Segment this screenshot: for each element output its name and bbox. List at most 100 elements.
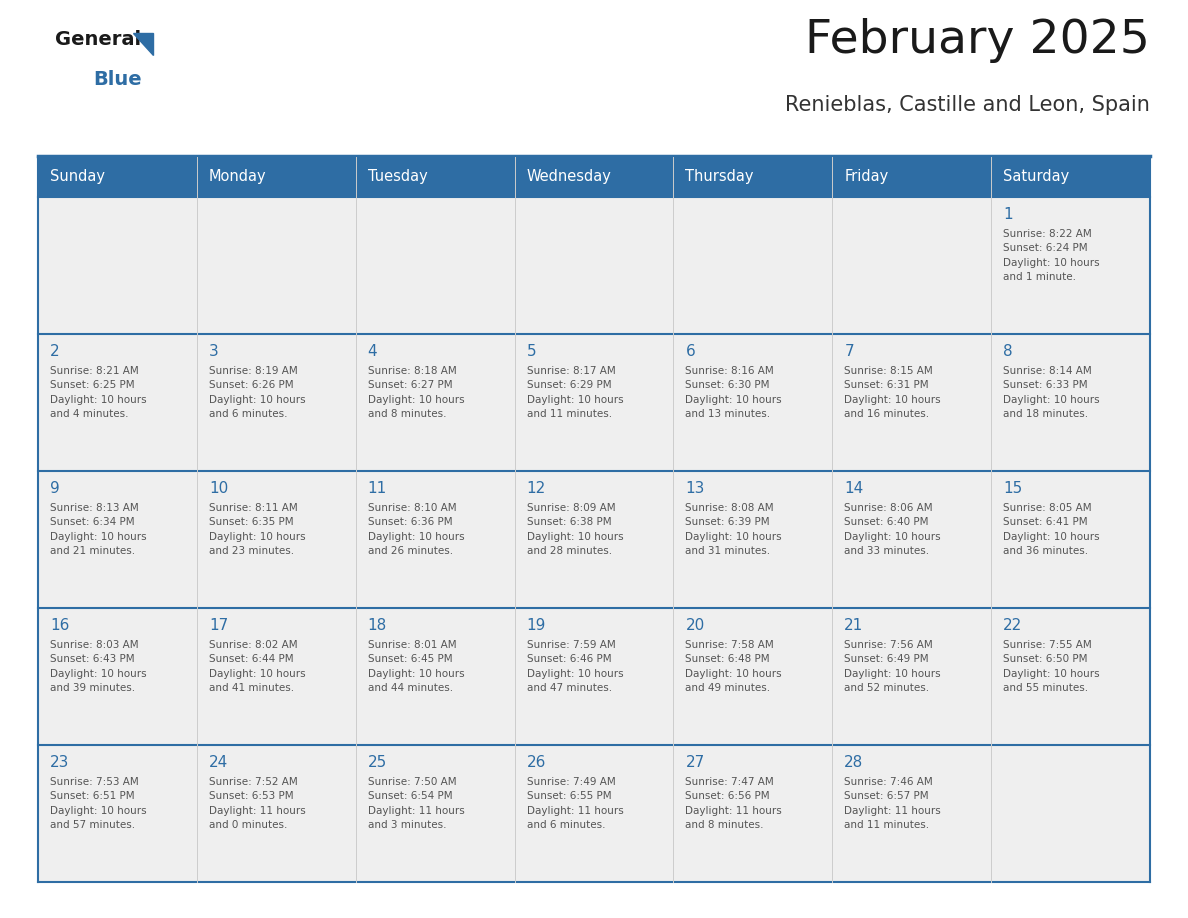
Bar <box>38 334 197 471</box>
Text: General: General <box>55 30 141 49</box>
Text: 19: 19 <box>526 618 546 633</box>
Text: 12: 12 <box>526 481 545 496</box>
Text: Sunrise: 7:49 AM
Sunset: 6:55 PM
Daylight: 11 hours
and 6 minutes.: Sunrise: 7:49 AM Sunset: 6:55 PM Dayligh… <box>526 777 624 830</box>
Text: 7: 7 <box>845 344 854 359</box>
Bar <box>991 608 1150 745</box>
Text: Sunrise: 8:11 AM
Sunset: 6:35 PM
Daylight: 10 hours
and 23 minutes.: Sunrise: 8:11 AM Sunset: 6:35 PM Dayligh… <box>209 503 305 556</box>
Bar <box>514 608 674 745</box>
Text: 20: 20 <box>685 618 704 633</box>
Text: Wednesday: Wednesday <box>526 170 612 185</box>
Bar <box>38 471 197 608</box>
Text: 2: 2 <box>50 344 59 359</box>
Polygon shape <box>133 33 153 55</box>
Bar <box>833 197 991 334</box>
Text: 25: 25 <box>368 755 387 770</box>
Text: Sunrise: 8:14 AM
Sunset: 6:33 PM
Daylight: 10 hours
and 18 minutes.: Sunrise: 8:14 AM Sunset: 6:33 PM Dayligh… <box>1003 366 1100 420</box>
Bar <box>38 197 197 334</box>
Text: Sunrise: 8:03 AM
Sunset: 6:43 PM
Daylight: 10 hours
and 39 minutes.: Sunrise: 8:03 AM Sunset: 6:43 PM Dayligh… <box>50 640 146 693</box>
Bar <box>38 157 197 197</box>
Bar <box>355 334 514 471</box>
Bar <box>833 334 991 471</box>
Bar <box>514 197 674 334</box>
Bar <box>38 745 197 882</box>
Bar <box>833 157 991 197</box>
Text: Sunrise: 8:09 AM
Sunset: 6:38 PM
Daylight: 10 hours
and 28 minutes.: Sunrise: 8:09 AM Sunset: 6:38 PM Dayligh… <box>526 503 624 556</box>
Text: Sunrise: 7:46 AM
Sunset: 6:57 PM
Daylight: 11 hours
and 11 minutes.: Sunrise: 7:46 AM Sunset: 6:57 PM Dayligh… <box>845 777 941 830</box>
Text: Tuesday: Tuesday <box>368 170 428 185</box>
Text: 3: 3 <box>209 344 219 359</box>
Text: Sunrise: 7:50 AM
Sunset: 6:54 PM
Daylight: 11 hours
and 3 minutes.: Sunrise: 7:50 AM Sunset: 6:54 PM Dayligh… <box>368 777 465 830</box>
Text: 11: 11 <box>368 481 387 496</box>
Bar <box>674 197 833 334</box>
Text: 13: 13 <box>685 481 704 496</box>
Text: 24: 24 <box>209 755 228 770</box>
Text: Sunrise: 8:17 AM
Sunset: 6:29 PM
Daylight: 10 hours
and 11 minutes.: Sunrise: 8:17 AM Sunset: 6:29 PM Dayligh… <box>526 366 624 420</box>
Text: Blue: Blue <box>93 70 141 89</box>
Text: 27: 27 <box>685 755 704 770</box>
Bar <box>674 745 833 882</box>
Bar <box>991 157 1150 197</box>
Bar <box>355 608 514 745</box>
Text: 17: 17 <box>209 618 228 633</box>
Text: Sunrise: 7:55 AM
Sunset: 6:50 PM
Daylight: 10 hours
and 55 minutes.: Sunrise: 7:55 AM Sunset: 6:50 PM Dayligh… <box>1003 640 1100 693</box>
Text: 21: 21 <box>845 618 864 633</box>
Bar <box>197 471 355 608</box>
Bar <box>197 334 355 471</box>
Text: 10: 10 <box>209 481 228 496</box>
Text: 22: 22 <box>1003 618 1023 633</box>
Text: Sunrise: 7:53 AM
Sunset: 6:51 PM
Daylight: 10 hours
and 57 minutes.: Sunrise: 7:53 AM Sunset: 6:51 PM Dayligh… <box>50 777 146 830</box>
Text: Renieblas, Castille and Leon, Spain: Renieblas, Castille and Leon, Spain <box>785 95 1150 115</box>
Text: February 2025: February 2025 <box>805 18 1150 63</box>
Text: 23: 23 <box>50 755 69 770</box>
Text: Sunrise: 8:10 AM
Sunset: 6:36 PM
Daylight: 10 hours
and 26 minutes.: Sunrise: 8:10 AM Sunset: 6:36 PM Dayligh… <box>368 503 465 556</box>
Bar <box>197 745 355 882</box>
Bar <box>674 608 833 745</box>
Bar <box>514 157 674 197</box>
Bar <box>991 745 1150 882</box>
Text: Sunrise: 8:13 AM
Sunset: 6:34 PM
Daylight: 10 hours
and 21 minutes.: Sunrise: 8:13 AM Sunset: 6:34 PM Dayligh… <box>50 503 146 556</box>
Bar <box>514 745 674 882</box>
Text: 15: 15 <box>1003 481 1023 496</box>
Bar <box>674 471 833 608</box>
Text: Sunrise: 7:59 AM
Sunset: 6:46 PM
Daylight: 10 hours
and 47 minutes.: Sunrise: 7:59 AM Sunset: 6:46 PM Dayligh… <box>526 640 624 693</box>
Text: 14: 14 <box>845 481 864 496</box>
Bar <box>514 334 674 471</box>
Text: Sunrise: 8:01 AM
Sunset: 6:45 PM
Daylight: 10 hours
and 44 minutes.: Sunrise: 8:01 AM Sunset: 6:45 PM Dayligh… <box>368 640 465 693</box>
Bar <box>197 608 355 745</box>
Text: 16: 16 <box>50 618 69 633</box>
Bar <box>355 157 514 197</box>
Text: Sunrise: 7:58 AM
Sunset: 6:48 PM
Daylight: 10 hours
and 49 minutes.: Sunrise: 7:58 AM Sunset: 6:48 PM Dayligh… <box>685 640 782 693</box>
Bar <box>674 334 833 471</box>
Text: Sunrise: 8:05 AM
Sunset: 6:41 PM
Daylight: 10 hours
and 36 minutes.: Sunrise: 8:05 AM Sunset: 6:41 PM Dayligh… <box>1003 503 1100 556</box>
Bar <box>833 608 991 745</box>
Bar <box>197 157 355 197</box>
Bar <box>991 334 1150 471</box>
Bar <box>833 471 991 608</box>
Text: Sunrise: 8:15 AM
Sunset: 6:31 PM
Daylight: 10 hours
and 16 minutes.: Sunrise: 8:15 AM Sunset: 6:31 PM Dayligh… <box>845 366 941 420</box>
Bar <box>38 608 197 745</box>
Text: 26: 26 <box>526 755 546 770</box>
Bar <box>197 197 355 334</box>
Text: 9: 9 <box>50 481 59 496</box>
Bar <box>355 471 514 608</box>
Text: Thursday: Thursday <box>685 170 754 185</box>
Text: Sunday: Sunday <box>50 170 105 185</box>
Text: Saturday: Saturday <box>1003 170 1069 185</box>
Text: Sunrise: 8:21 AM
Sunset: 6:25 PM
Daylight: 10 hours
and 4 minutes.: Sunrise: 8:21 AM Sunset: 6:25 PM Dayligh… <box>50 366 146 420</box>
Text: 8: 8 <box>1003 344 1012 359</box>
Text: 4: 4 <box>368 344 378 359</box>
Text: 6: 6 <box>685 344 695 359</box>
Text: Sunrise: 8:18 AM
Sunset: 6:27 PM
Daylight: 10 hours
and 8 minutes.: Sunrise: 8:18 AM Sunset: 6:27 PM Dayligh… <box>368 366 465 420</box>
Text: 1: 1 <box>1003 207 1012 222</box>
Text: Sunrise: 8:19 AM
Sunset: 6:26 PM
Daylight: 10 hours
and 6 minutes.: Sunrise: 8:19 AM Sunset: 6:26 PM Dayligh… <box>209 366 305 420</box>
Bar <box>674 157 833 197</box>
Text: Sunrise: 8:08 AM
Sunset: 6:39 PM
Daylight: 10 hours
and 31 minutes.: Sunrise: 8:08 AM Sunset: 6:39 PM Dayligh… <box>685 503 782 556</box>
Text: Sunrise: 8:22 AM
Sunset: 6:24 PM
Daylight: 10 hours
and 1 minute.: Sunrise: 8:22 AM Sunset: 6:24 PM Dayligh… <box>1003 229 1100 282</box>
Text: Sunrise: 7:56 AM
Sunset: 6:49 PM
Daylight: 10 hours
and 52 minutes.: Sunrise: 7:56 AM Sunset: 6:49 PM Dayligh… <box>845 640 941 693</box>
Text: Sunrise: 8:16 AM
Sunset: 6:30 PM
Daylight: 10 hours
and 13 minutes.: Sunrise: 8:16 AM Sunset: 6:30 PM Dayligh… <box>685 366 782 420</box>
Text: Sunrise: 7:47 AM
Sunset: 6:56 PM
Daylight: 11 hours
and 8 minutes.: Sunrise: 7:47 AM Sunset: 6:56 PM Dayligh… <box>685 777 782 830</box>
Bar <box>991 197 1150 334</box>
Text: Sunrise: 7:52 AM
Sunset: 6:53 PM
Daylight: 11 hours
and 0 minutes.: Sunrise: 7:52 AM Sunset: 6:53 PM Dayligh… <box>209 777 305 830</box>
Text: Sunrise: 8:02 AM
Sunset: 6:44 PM
Daylight: 10 hours
and 41 minutes.: Sunrise: 8:02 AM Sunset: 6:44 PM Dayligh… <box>209 640 305 693</box>
Bar <box>355 745 514 882</box>
